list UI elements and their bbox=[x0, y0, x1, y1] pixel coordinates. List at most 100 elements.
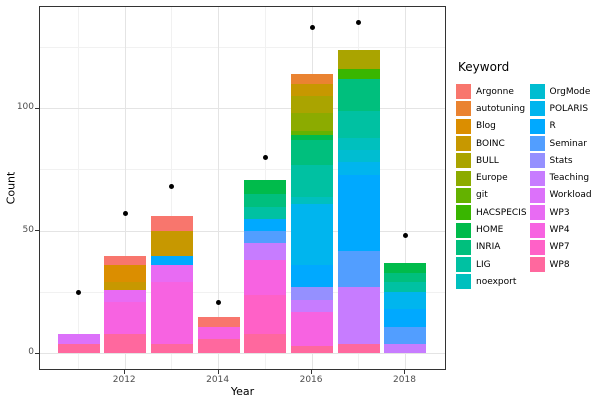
bar-segment-Argonne bbox=[150, 216, 193, 231]
bar-segment-LIG bbox=[291, 164, 334, 197]
bar-segment-HOME bbox=[244, 179, 287, 195]
legend-swatch bbox=[529, 239, 545, 255]
legend-item-label: Europe bbox=[476, 173, 508, 184]
y-axis-tick-label: 100 bbox=[16, 102, 34, 112]
legend-item-INRIA: INRIA bbox=[456, 239, 527, 256]
y-major-gridline bbox=[40, 231, 445, 232]
bar-segment-OrgMode bbox=[337, 150, 380, 163]
legend-item-LIG: LIG bbox=[456, 256, 527, 273]
legend-column: Argonne autotuning Blog BOINC BULL Europe git H… bbox=[456, 83, 527, 291]
bar-segment-LIG bbox=[337, 110, 380, 138]
bar-segment-Workload bbox=[57, 333, 100, 344]
bar-segment-INRIA bbox=[291, 140, 334, 165]
bar-segment-R bbox=[337, 174, 380, 251]
y-minor-gridline bbox=[40, 47, 445, 48]
legend-item-Seminar: Seminar bbox=[529, 135, 592, 152]
bar-segment-BOINC bbox=[104, 282, 147, 290]
bar-segment-POLARIS bbox=[291, 204, 334, 266]
x-major-gridline bbox=[218, 7, 219, 369]
bar-segment-WP3 bbox=[150, 265, 193, 283]
y-axis-tick-label: 50 bbox=[22, 224, 34, 235]
bar-segment-Seminar bbox=[337, 250, 380, 288]
data-point bbox=[76, 289, 81, 295]
bar-segment-WP4 bbox=[244, 260, 287, 295]
bar-segment-INRIA bbox=[384, 272, 427, 283]
legend-item-label: POLARIS bbox=[549, 103, 589, 114]
bar-segment-WP3 bbox=[104, 289, 147, 303]
bar-segment-LIG bbox=[244, 206, 287, 219]
legend-column: OrgMode POLARIS R Seminar Stats Teaching Workl… bbox=[529, 83, 592, 291]
bar-segment-noexport bbox=[291, 196, 334, 205]
legend-item-label: Stats bbox=[549, 155, 573, 166]
x-axis-tick bbox=[404, 370, 406, 374]
bar-segment-R bbox=[384, 309, 427, 327]
y-axis-title: Count bbox=[4, 171, 18, 205]
legend-item-BOINC: BOINC bbox=[456, 135, 527, 152]
legend-columns: Argonne autotuning Blog BOINC BULL Europe git H… bbox=[456, 83, 592, 291]
bar-segment-BOINC bbox=[150, 231, 193, 256]
x-axis-tick-label: 2012 bbox=[112, 375, 136, 385]
bar-segment-Stats bbox=[291, 287, 334, 300]
legend-swatch bbox=[529, 153, 545, 169]
bar-segment-WP8 bbox=[291, 346, 334, 354]
y-major-gridline bbox=[40, 353, 445, 354]
legend-item-label: Argonne bbox=[476, 86, 514, 97]
bar-segment-WP4 bbox=[104, 302, 147, 334]
legend-swatch bbox=[456, 257, 471, 273]
legend-item-label: Workload bbox=[549, 190, 592, 201]
legend-swatch bbox=[456, 118, 471, 134]
x-axis-tick-label: 2014 bbox=[206, 375, 230, 385]
legend-swatch bbox=[456, 205, 471, 221]
x-axis-title: Year bbox=[230, 385, 255, 398]
legend-swatch bbox=[456, 170, 471, 186]
bar-segment-Teaching bbox=[244, 243, 287, 261]
legend-item-label: git bbox=[476, 190, 488, 201]
legend-item-label: LIG bbox=[476, 259, 491, 270]
x-major-gridline bbox=[125, 7, 126, 369]
legend-item-label: Blog bbox=[476, 121, 496, 132]
bar-segment-Seminar bbox=[384, 326, 427, 344]
legend-swatch bbox=[529, 187, 545, 203]
legend-swatch bbox=[456, 274, 471, 290]
x-minor-gridline bbox=[78, 7, 79, 369]
legend-item-Workload: Workload bbox=[529, 187, 592, 204]
legend-item-OrgMode: OrgMode bbox=[529, 83, 592, 100]
legend-swatch bbox=[529, 257, 545, 273]
y-major-gridline bbox=[40, 108, 445, 109]
legend-swatch bbox=[529, 136, 545, 152]
bar-segment-WP8 bbox=[197, 338, 240, 354]
legend-swatch bbox=[456, 187, 471, 203]
bar-segment-HOME bbox=[291, 135, 334, 141]
bar-segment-autotuning bbox=[291, 74, 334, 84]
plot-panel bbox=[39, 6, 446, 370]
bar-segment-R bbox=[244, 218, 287, 231]
bar-segment-Argonne bbox=[104, 255, 147, 266]
bar-segment-HACSPECIS bbox=[337, 69, 380, 80]
bar-segment-Blog bbox=[104, 265, 147, 283]
legend-item-Europe: Europe bbox=[456, 169, 527, 186]
x-axis-tick bbox=[124, 370, 126, 374]
bar-segment-WP8 bbox=[57, 343, 100, 354]
bar-segment-POLARIS bbox=[337, 162, 380, 175]
bar-segment-BOINC bbox=[291, 84, 334, 97]
legend-item-label: WP4 bbox=[549, 225, 570, 236]
bar-segment-WP8 bbox=[337, 343, 380, 354]
legend-item-Blog: Blog bbox=[456, 118, 527, 135]
legend-swatch bbox=[529, 84, 545, 100]
y-axis-tick-label: 0 bbox=[28, 347, 34, 357]
legend-swatch bbox=[529, 118, 545, 134]
bar-segment-noexport bbox=[337, 137, 380, 151]
bar-segment-BULL bbox=[337, 49, 380, 70]
legend-item-label: WP7 bbox=[549, 242, 570, 253]
bar-segment-R bbox=[291, 265, 334, 288]
legend-item-label: BULL bbox=[476, 155, 499, 166]
legend-item-Teaching: Teaching bbox=[529, 169, 592, 186]
y-axis-tick bbox=[35, 352, 39, 354]
legend-item-POLARIS: POLARIS bbox=[529, 100, 592, 117]
legend-item-R: R bbox=[529, 118, 592, 135]
legend-item-label: OrgMode bbox=[549, 86, 591, 97]
legend-item-label: HOME bbox=[476, 225, 504, 236]
bar-segment-WP7 bbox=[244, 294, 287, 334]
legend-swatch bbox=[456, 84, 471, 100]
